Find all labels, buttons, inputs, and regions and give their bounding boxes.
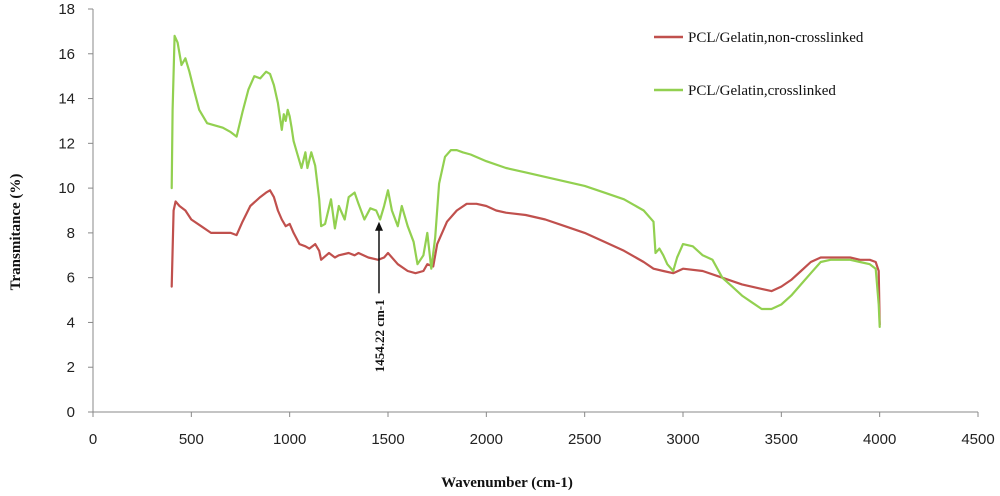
- x-tick-label: 1000: [273, 431, 306, 448]
- y-axis-title: Transmitance (%): [8, 174, 24, 291]
- legend-label-2: PCL/Gelatin,crosslinked: [688, 83, 836, 99]
- y-tick-label: 0: [67, 404, 75, 421]
- x-tick-label: 500: [179, 431, 204, 448]
- y-tick-label: 18: [58, 1, 75, 18]
- annotation-arrow-head: [374, 221, 383, 231]
- axes: 0 2 4 6 8 10 12 14 16 18 0 500 1000 1500 2000 2500 3000 3…: [58, 1, 994, 448]
- y-tick-label: 8: [67, 225, 75, 242]
- y-tick-label: 14: [58, 91, 75, 108]
- series-line-2: [170, 34, 881, 328]
- y-tick-label: 6: [67, 270, 75, 287]
- annotation-layer: 1454.22 cm-1: [372, 221, 387, 372]
- x-tick-label: 0: [89, 431, 97, 448]
- x-tick-label: 2500: [568, 431, 601, 448]
- series-line-1: [170, 189, 881, 326]
- y-tick-label: 12: [58, 135, 75, 152]
- x-axis-title: Wavenumber (cm-1): [441, 475, 573, 491]
- series-layer: [170, 34, 881, 328]
- x-tick-label: 3000: [666, 431, 699, 448]
- legend: PCL/Gelatin,non-crosslinked PCL/Gelatin,c…: [654, 30, 864, 99]
- y-tick-label: 10: [58, 180, 75, 197]
- x-tick-label: 3500: [765, 431, 798, 448]
- annotation-label: 1454.22 cm-1: [372, 299, 387, 372]
- y-tick-label: 2: [67, 359, 75, 376]
- y-tick-label: 16: [58, 46, 75, 63]
- x-tick-label: 2000: [470, 431, 503, 448]
- x-tick-label: 4000: [863, 431, 896, 448]
- y-tick-label: 4: [67, 314, 75, 331]
- x-tick-label: 1500: [371, 431, 404, 448]
- x-tick-label: 4500: [961, 431, 994, 448]
- legend-label-1: PCL/Gelatin,non-crosslinked: [688, 30, 864, 46]
